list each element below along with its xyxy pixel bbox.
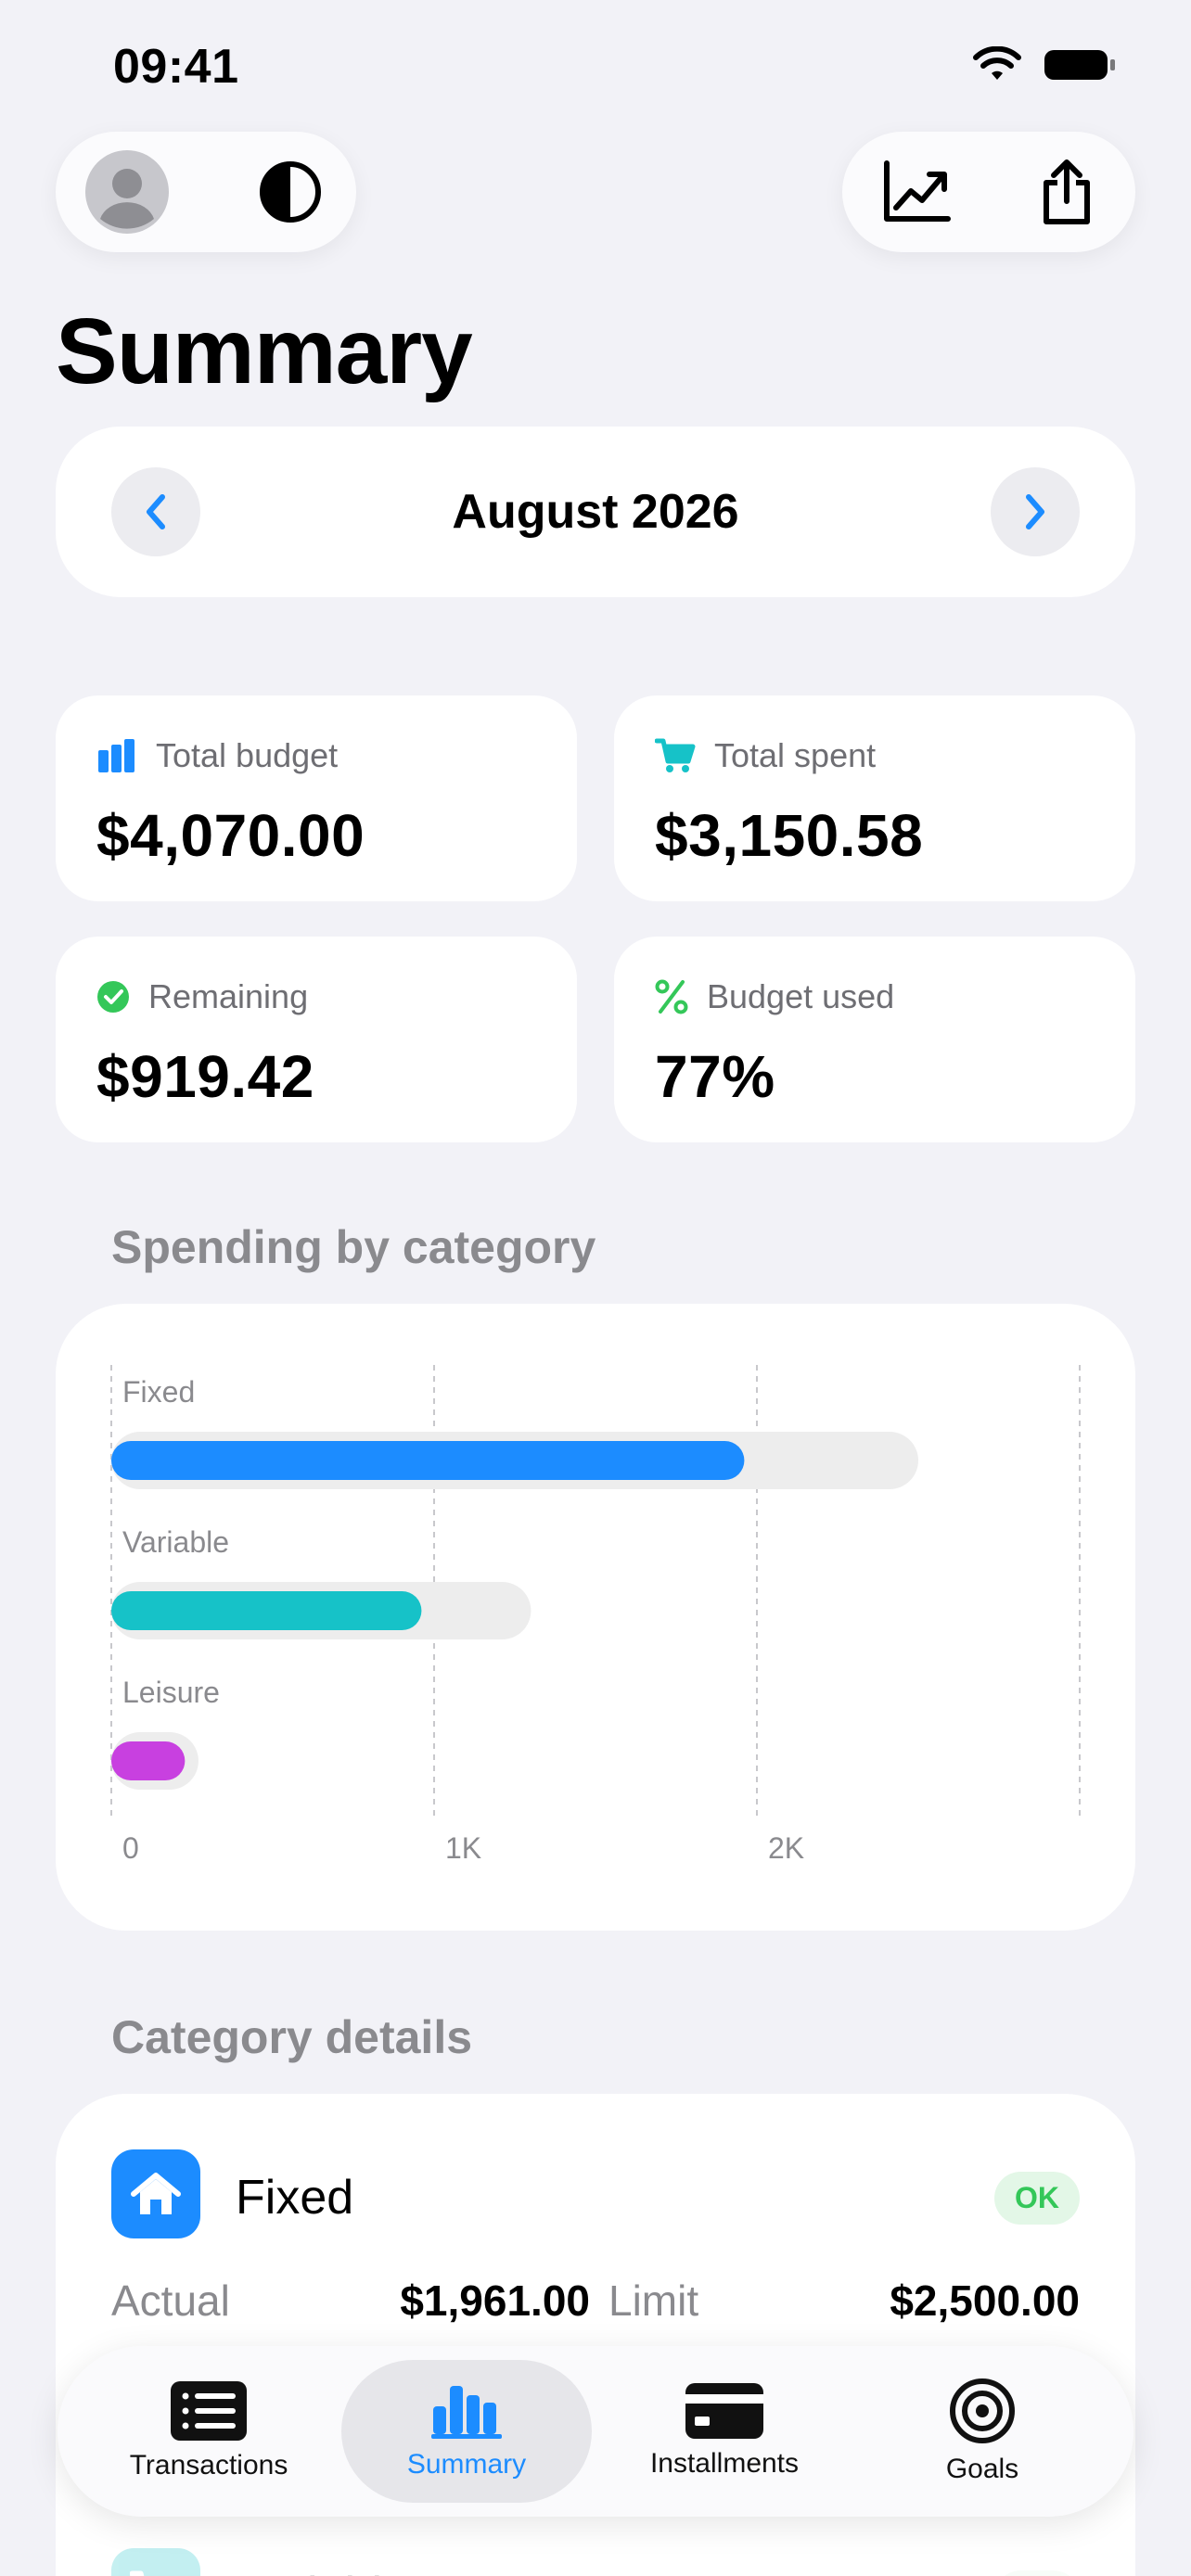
stat-value: $4,070.00 — [96, 802, 365, 869]
stat-remaining: Remaining $919.42 — [56, 937, 577, 1142]
stat-total-spent: Total spent $3,150.58 — [614, 695, 1135, 901]
list-icon — [171, 2381, 247, 2441]
category-label: Leisure — [122, 1676, 220, 1709]
actual-value: $1,961.00 — [400, 2276, 590, 2325]
trends-button[interactable] — [881, 159, 952, 224]
limit-value: $2,500.00 — [890, 2276, 1080, 2325]
bar-chart-icon — [431, 2386, 502, 2439]
status-badge: OK — [994, 2172, 1080, 2225]
x-tick-label: 0 — [122, 1831, 139, 1865]
stat-label: Total spent — [714, 736, 877, 774]
spent-bar — [111, 1741, 186, 1780]
stat-total-budget: Total budget $4,070.00 — [56, 695, 577, 901]
category-icon-fixed — [111, 2149, 200, 2238]
cart-icon — [130, 2570, 145, 2576]
share-button[interactable] — [1039, 157, 1095, 227]
stat-label: Total budget — [156, 736, 339, 774]
category-label: Fixed — [122, 1375, 195, 1409]
category-name: Variable — [236, 2567, 409, 2576]
stat-value: $919.42 — [96, 1043, 314, 1110]
cart-icon — [655, 738, 696, 772]
trend-chart-icon — [884, 160, 951, 222]
stat-value: 77% — [655, 1043, 775, 1110]
tab-transactions[interactable]: Transactions — [83, 2360, 334, 2503]
month-picker: August 2026 — [56, 427, 1135, 597]
tab-bar: Transactions Summary Installments Goals — [58, 2346, 1133, 2517]
category-icon-variable — [111, 2548, 200, 2576]
category-name: Fixed — [236, 2171, 354, 2225]
check-circle-icon — [97, 981, 129, 1013]
actual-label: Actual — [111, 2276, 230, 2325]
card-icon — [685, 2383, 763, 2439]
x-tick-label: 2K — [768, 1831, 804, 1865]
profile-icon — [85, 150, 169, 234]
spent-bar — [111, 1441, 745, 1480]
spending-section-title: Spending by category — [111, 1221, 596, 1273]
target-icon — [950, 2378, 1015, 2443]
category-label: Variable — [122, 1525, 229, 1559]
stat-label: Budget used — [707, 977, 895, 1015]
stat-budget-used: Budget used 77% — [614, 937, 1135, 1142]
chevron-right-icon — [1026, 494, 1044, 529]
status-badge: OK — [994, 2570, 1080, 2576]
tab-label: Transactions — [129, 2450, 288, 2480]
tab-goals[interactable]: Goals — [857, 2360, 1108, 2503]
status-icons — [972, 46, 1117, 83]
x-tick-label: 1K — [445, 1831, 481, 1865]
budget-bars-icon — [98, 739, 134, 772]
tab-label: Summary — [406, 2449, 527, 2480]
spending-chart: Fixed Variable Leisure 0 1K 2K — [110, 1365, 1081, 1865]
previous-month-button[interactable] — [111, 467, 200, 556]
details-section-title: Category details — [111, 2011, 473, 2063]
battery-icon — [1044, 50, 1115, 80]
tab-label: Installments — [649, 2448, 800, 2479]
page-title: Summary — [56, 300, 473, 403]
percent-icon — [655, 979, 688, 1014]
profile-button[interactable] — [85, 150, 169, 234]
limit-label: Limit — [608, 2276, 699, 2325]
spent-bar — [111, 1591, 422, 1630]
tab-label: Goals — [945, 2454, 1019, 2484]
header-right-controls — [842, 132, 1135, 252]
share-icon — [1044, 159, 1090, 224]
status-time: 09:41 — [113, 40, 239, 94]
house-icon — [131, 2173, 181, 2214]
next-month-button[interactable] — [991, 467, 1080, 556]
stat-value: $3,150.58 — [655, 802, 924, 869]
chevron-left-icon — [147, 494, 165, 529]
contrast-icon — [260, 161, 321, 223]
stat-label: Remaining — [148, 977, 309, 1015]
tab-installments[interactable]: Installments — [599, 2360, 850, 2503]
tab-summary[interactable]: Summary — [341, 2360, 592, 2503]
header-left-controls — [56, 132, 356, 252]
wifi-icon — [973, 46, 1021, 80]
appearance-button[interactable] — [258, 159, 323, 224]
spending-chart-card: Fixed Variable Leisure 0 1K 2K — [56, 1304, 1135, 1931]
month-label: August 2026 — [452, 485, 739, 539]
